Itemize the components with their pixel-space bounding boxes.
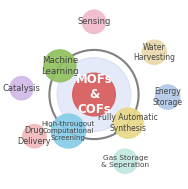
Text: Energy
Storage: Energy Storage	[153, 87, 183, 107]
Text: Drug
Delivery: Drug Delivery	[18, 126, 51, 146]
Circle shape	[57, 58, 131, 131]
Text: Gas Storage
& Seperation: Gas Storage & Seperation	[101, 155, 149, 168]
Text: High-througout
Computational
Screening: High-througout Computational Screening	[42, 121, 95, 141]
Circle shape	[73, 73, 115, 116]
Text: Machine
Learning: Machine Learning	[41, 56, 79, 76]
Text: MOFs
&
COFs: MOFs & COFs	[76, 73, 112, 116]
Text: Water
Harvesting: Water Harvesting	[133, 43, 175, 62]
Circle shape	[142, 40, 166, 64]
Circle shape	[23, 125, 46, 148]
Circle shape	[113, 149, 137, 173]
Circle shape	[52, 114, 85, 148]
Text: Fully Automatic
Synthesis: Fully Automatic Synthesis	[98, 113, 158, 133]
Text: Sensing: Sensing	[77, 17, 111, 26]
Circle shape	[10, 77, 33, 100]
Circle shape	[82, 10, 106, 33]
Circle shape	[113, 108, 143, 138]
Circle shape	[155, 85, 180, 109]
Circle shape	[44, 50, 76, 82]
Text: Catalysis: Catalysis	[3, 84, 41, 93]
